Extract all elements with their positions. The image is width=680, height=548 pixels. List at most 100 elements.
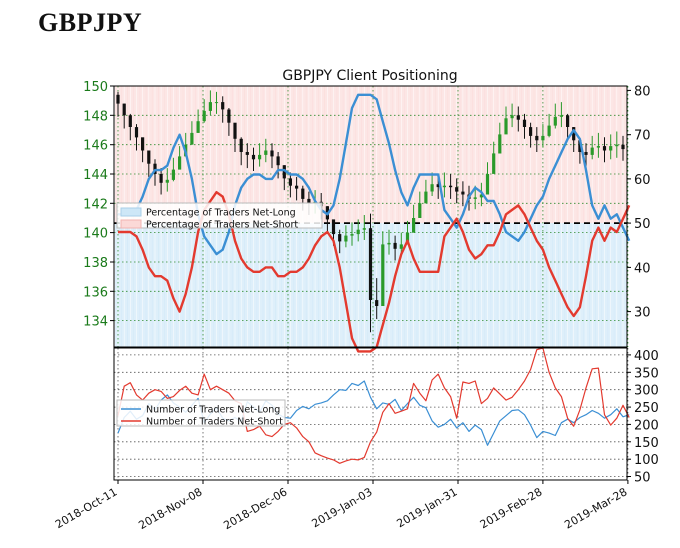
candle-body	[393, 242, 397, 249]
candle-body	[578, 140, 582, 152]
net-short-band	[225, 86, 233, 224]
net-long-band	[207, 223, 215, 347]
candle-body	[301, 188, 305, 199]
candle-body	[529, 127, 533, 136]
left-tick-label: 138	[83, 256, 108, 271]
count-tick-label: 200	[634, 418, 659, 433]
candle-body	[338, 234, 342, 242]
left-tick-label: 134	[83, 315, 108, 330]
legend-swatch	[120, 219, 142, 229]
candle-body	[214, 102, 219, 104]
legend-box	[116, 202, 323, 229]
net-short-band	[527, 86, 535, 224]
date-tick-label: 2018-Dec-06	[221, 485, 289, 532]
candle-body	[227, 109, 231, 123]
candle-body	[245, 152, 249, 155]
candle-body	[116, 94, 120, 104]
net-long-band	[299, 223, 307, 347]
net-short-band	[496, 86, 504, 224]
net-long-band	[527, 223, 535, 347]
candle-body	[405, 232, 410, 245]
candle-body	[258, 154, 262, 160]
candle-body	[498, 134, 502, 154]
date-tick-label: 2019-Jan-03	[310, 485, 375, 530]
candle-body	[609, 146, 613, 151]
net-short-band	[392, 86, 399, 224]
candle-body	[559, 115, 563, 117]
right-tick-label: 50	[634, 217, 651, 232]
candle-body	[516, 115, 520, 120]
right-tick-label: 30	[634, 306, 651, 321]
candle-body	[141, 137, 145, 151]
net-long-band	[509, 223, 516, 347]
count-tick-label: 350	[634, 366, 659, 381]
candle-body	[572, 127, 576, 141]
net-long-band	[121, 223, 128, 347]
panel-frames	[113, 85, 628, 481]
legend-box	[116, 399, 286, 427]
candle-body	[381, 244, 385, 306]
candle-body	[251, 154, 256, 160]
net-long-band	[496, 223, 504, 347]
net-short-band	[361, 86, 369, 224]
net-short-count-line	[117, 347, 630, 464]
net-long-band	[570, 223, 578, 347]
candle-body	[276, 156, 280, 166]
count-tick-label: 300	[634, 384, 659, 399]
left-tick-label: 148	[83, 109, 108, 124]
candle-body	[547, 125, 551, 136]
net-short-band	[416, 86, 424, 224]
net-short-band	[379, 86, 387, 224]
candle-body	[239, 138, 243, 152]
candle-body	[221, 102, 225, 110]
count-tick-label: 150	[634, 436, 659, 451]
net-long-band	[619, 223, 627, 347]
candle-body	[535, 135, 539, 141]
net-long-band	[225, 223, 233, 347]
net-long-band	[262, 223, 270, 347]
net-short-band	[435, 86, 442, 224]
legend-entry: Percentage of Traders Net-Long	[146, 208, 296, 219]
right-tick-label: 40	[634, 261, 651, 276]
net-long-band	[613, 223, 621, 347]
candle-body	[375, 300, 379, 306]
left-tick-label: 144	[83, 168, 108, 183]
candle-body	[621, 144, 625, 150]
net-short-band	[281, 86, 288, 224]
candle-body	[412, 218, 416, 233]
candle-body	[288, 178, 292, 186]
net-long-band	[539, 223, 547, 347]
candle-body	[264, 150, 268, 155]
right-tick-label: 70	[634, 129, 651, 144]
legend-top-panel: Percentage of Traders Net-LongPercentage…	[116, 202, 323, 231]
net-long-band	[601, 223, 609, 347]
net-short-band	[318, 86, 325, 224]
right-tick-label: 80	[634, 84, 651, 99]
candle-body	[282, 165, 286, 179]
candle-body	[178, 156, 182, 170]
count-tick-label: 250	[634, 401, 659, 416]
count-tick-label: 50	[634, 471, 651, 486]
candle-body	[196, 121, 200, 133]
left-tick-label: 140	[83, 227, 108, 242]
top-panel-frame	[113, 85, 628, 348]
candle-body	[356, 229, 360, 235]
net-short-band	[170, 86, 178, 224]
candle-body	[522, 119, 527, 127]
candle-body	[430, 184, 434, 192]
candle-body	[418, 203, 422, 218]
candle-body	[553, 116, 557, 126]
page-heading: GBPJPY	[38, 8, 143, 37]
net-long-band	[170, 223, 178, 347]
net-short-band	[539, 86, 547, 224]
right-tick-label: 60	[634, 173, 651, 188]
candle-body	[504, 118, 508, 135]
net-short-band	[330, 86, 338, 224]
candle-body	[399, 244, 403, 249]
candle-body	[350, 234, 354, 236]
bottom-panel-frame	[113, 347, 628, 481]
candle-body	[165, 179, 169, 183]
candle-body	[541, 135, 545, 141]
net-long-band	[392, 223, 399, 347]
candle-body	[436, 184, 440, 188]
